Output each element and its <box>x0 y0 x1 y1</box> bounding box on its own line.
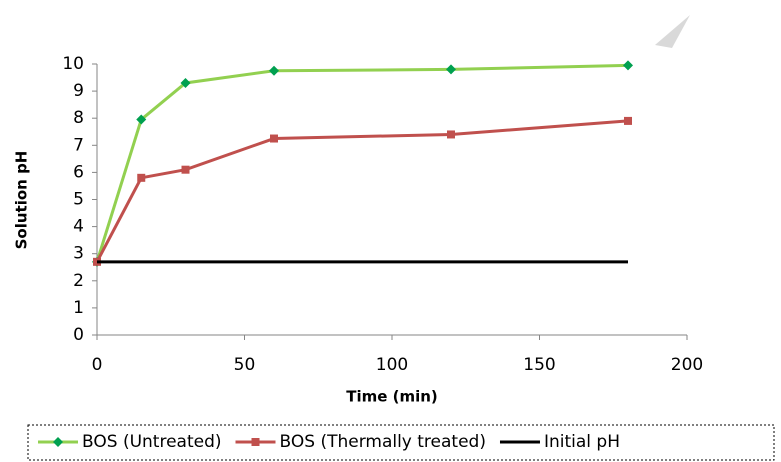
point <box>137 173 146 182</box>
point <box>180 77 191 88</box>
x-tick-label: 100 <box>376 355 408 375</box>
point <box>269 65 279 76</box>
x-axis-title: Time (min) <box>346 388 438 406</box>
y-tick-label: 7 <box>73 135 84 155</box>
x-tick-label: 200 <box>671 355 703 375</box>
decoration <box>655 15 690 48</box>
x-tick-label: 50 <box>234 355 256 375</box>
point <box>447 130 455 139</box>
y-tick-label: 4 <box>73 217 84 237</box>
legend-marker <box>251 438 260 446</box>
legend-label: BOS (Thermally treated) <box>280 432 486 452</box>
line <box>95 119 629 263</box>
legend-marker <box>53 437 63 447</box>
line <box>95 63 629 263</box>
y-tick-label: 8 <box>73 108 84 128</box>
point <box>623 60 633 71</box>
legend-box <box>27 424 775 461</box>
point <box>136 114 147 125</box>
y-tick-label: 2 <box>73 271 84 291</box>
y-tick-label: 3 <box>73 244 84 264</box>
y-axis-title: Solution pH <box>13 151 31 250</box>
x-tick-label: 0 <box>92 355 103 375</box>
legend-label: Initial pH <box>544 432 620 452</box>
y-tick-label: 0 <box>73 325 84 345</box>
point <box>624 116 632 125</box>
legend-label: BOS (Untreated) <box>82 432 222 452</box>
point <box>270 134 278 143</box>
y-tick-label: 6 <box>73 162 84 182</box>
point <box>181 165 190 174</box>
point <box>446 64 456 75</box>
y-tick-label: 10 <box>62 54 84 74</box>
y-tick-label: 5 <box>73 190 84 210</box>
x-tick-label: 150 <box>523 355 555 375</box>
y-tick-label: 9 <box>73 81 84 101</box>
y-tick-label: 1 <box>73 298 84 318</box>
